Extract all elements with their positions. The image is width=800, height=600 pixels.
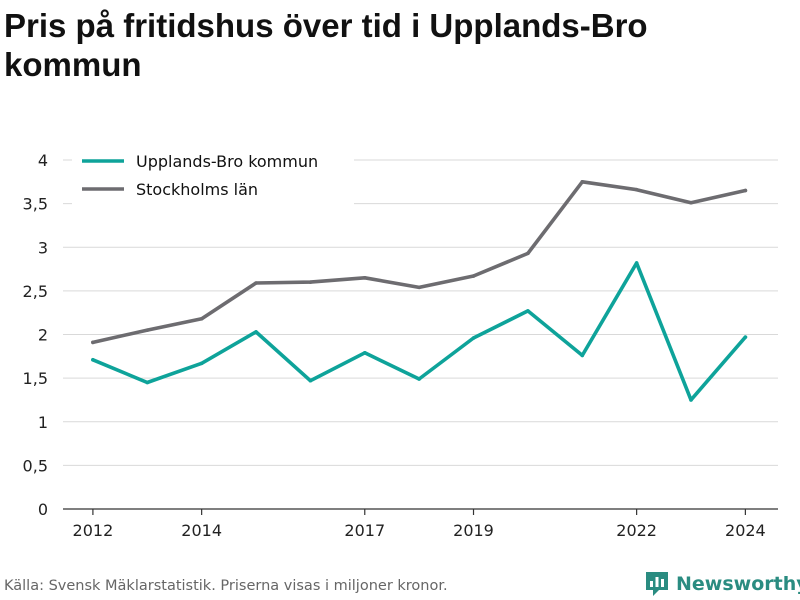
data-point	[471, 336, 476, 340]
data-point	[145, 328, 150, 332]
y-tick-label: 0,5	[23, 456, 48, 475]
data-point	[580, 180, 585, 184]
data-point	[526, 309, 530, 313]
x-tick-label: 2024	[725, 521, 766, 540]
x-tick-label: 2019	[453, 521, 494, 540]
x-tick-label: 2012	[73, 521, 114, 540]
y-tick-label: 1,5	[23, 369, 48, 388]
data-point	[743, 335, 748, 339]
data-point	[362, 351, 367, 355]
data-point	[689, 200, 693, 205]
chart-title: Pris på fritidshus över tid i Upplands-B…	[4, 7, 648, 83]
axes: 0 0,5 1 1,5 2 2,5 3 3,5 4 2012 2014 2017 2019 2022 202…	[23, 151, 778, 540]
data-point	[634, 261, 639, 265]
data-point	[362, 275, 367, 280]
data-point	[91, 340, 95, 345]
y-tick-label: 4	[38, 151, 48, 170]
y-tick-label: 3,5	[23, 195, 48, 214]
data-point	[580, 353, 585, 358]
data-point	[199, 361, 204, 366]
data-point	[526, 251, 530, 256]
series-lines	[91, 180, 748, 402]
legend-label: Stockholms län	[136, 180, 258, 199]
y-tick-label: 0	[38, 500, 48, 519]
data-point	[417, 285, 421, 290]
newsworthy-icon	[646, 572, 668, 596]
data-point	[689, 398, 693, 402]
y-tick-label: 2	[38, 326, 48, 345]
data-point	[254, 330, 258, 334]
data-point	[471, 274, 476, 278]
legend-label: Upplands-Bro kommun	[136, 152, 318, 171]
data-point	[254, 281, 258, 285]
y-tick-label: 3	[38, 238, 48, 257]
data-point	[91, 358, 95, 362]
data-point	[308, 378, 313, 383]
x-tick-label: 2014	[181, 521, 222, 540]
x-tick-label: 2017	[344, 521, 385, 540]
source-note: Källa: Svensk Mäklarstatistik. Priserna …	[4, 578, 448, 594]
legend: Upplands-Bro kommun Stockholms län	[72, 150, 354, 206]
brand-name: Newsworthy	[676, 573, 800, 595]
data-point	[417, 377, 421, 381]
newsworthy-logo[interactable]: Newsworthy	[644, 570, 800, 598]
y-tick-label: 1	[38, 413, 48, 432]
y-tick-label: 2,5	[23, 282, 48, 301]
data-point	[199, 316, 204, 321]
data-point	[634, 187, 639, 192]
data-point	[145, 380, 150, 385]
data-point	[743, 188, 748, 193]
x-tick-label: 2022	[616, 521, 657, 540]
data-point	[308, 280, 313, 284]
